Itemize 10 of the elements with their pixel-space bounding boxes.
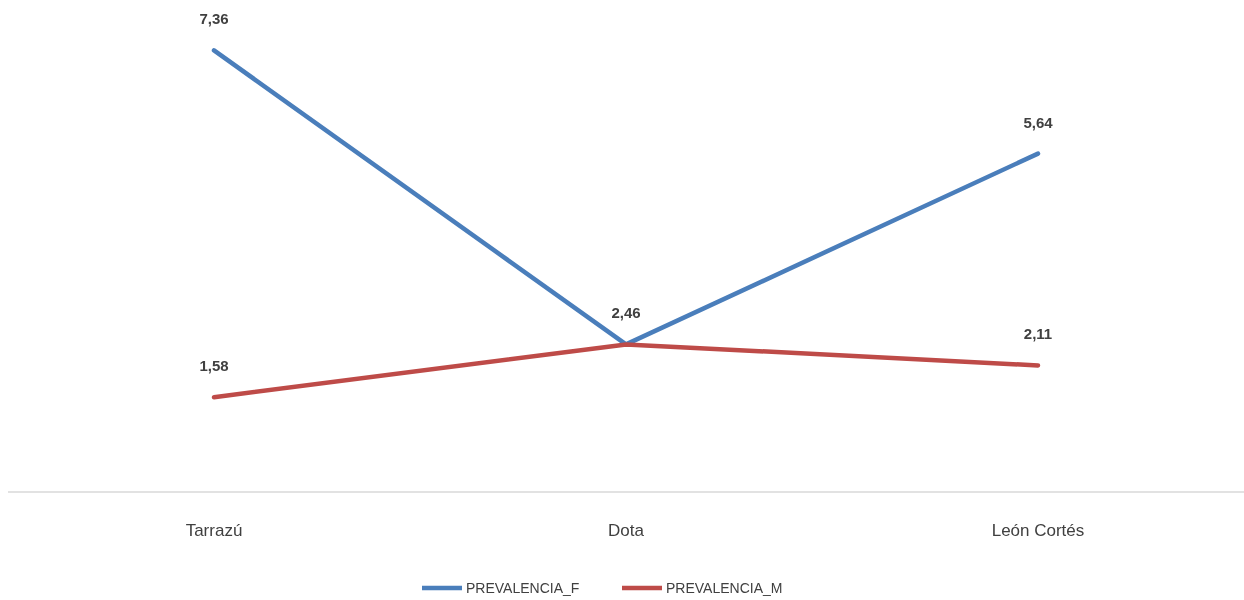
data-label: 5,64 xyxy=(1023,113,1054,131)
data-label: 2,46 xyxy=(611,304,641,322)
data-label: 1,58 xyxy=(199,357,229,375)
data-label: 7,36 xyxy=(199,10,229,28)
x-tick-label: Tarrazú xyxy=(185,521,243,540)
legend-label: PREVALENCIA_F xyxy=(466,580,580,596)
legend-label: PREVALENCIA_M xyxy=(666,580,783,596)
data-label: 2,11 xyxy=(1023,325,1053,343)
x-tick-label: Dota xyxy=(608,521,645,540)
x-tick-label: León Cortés xyxy=(991,521,1085,540)
